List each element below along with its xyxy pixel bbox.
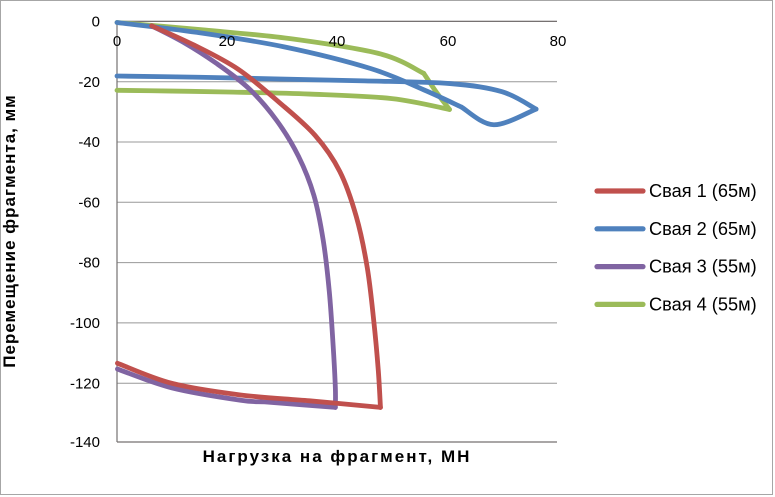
svg-text:-80: -80 <box>78 255 100 272</box>
svg-text:0: 0 <box>113 33 121 50</box>
svg-text:-40: -40 <box>78 134 100 151</box>
svg-text:-140: -140 <box>70 434 100 451</box>
svg-text:Свая 3 (55м): Свая 3 (55м) <box>649 257 757 277</box>
svg-text:Перемещение фрагмента, мм: Перемещение фрагмента, мм <box>0 94 19 367</box>
svg-text:Свая 4 (55м): Свая 4 (55м) <box>649 294 757 314</box>
svg-text:-60: -60 <box>78 194 100 211</box>
svg-text:-120: -120 <box>70 375 100 392</box>
svg-text:-100: -100 <box>70 315 100 332</box>
svg-text:0: 0 <box>92 14 100 31</box>
svg-text:-20: -20 <box>78 74 100 91</box>
svg-text:Нагрузка на фрагмент, МН: Нагрузка на фрагмент, МН <box>203 447 472 466</box>
svg-text:80: 80 <box>550 33 567 50</box>
svg-text:20: 20 <box>219 33 236 50</box>
svg-text:Свая 2 (65м): Свая 2 (65м) <box>649 219 757 239</box>
svg-text:Свая 1 (65м): Свая 1 (65м) <box>649 181 757 201</box>
svg-text:60: 60 <box>440 33 457 50</box>
svg-text:40: 40 <box>329 33 346 50</box>
